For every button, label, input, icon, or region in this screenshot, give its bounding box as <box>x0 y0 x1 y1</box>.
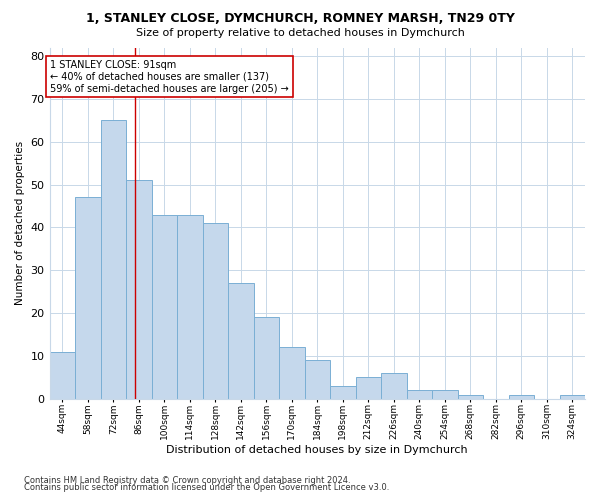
Bar <box>560 394 585 399</box>
Text: 1 STANLEY CLOSE: 91sqm
← 40% of detached houses are smaller (137)
59% of semi-de: 1 STANLEY CLOSE: 91sqm ← 40% of detached… <box>50 60 289 94</box>
Bar <box>381 373 407 399</box>
Bar <box>254 318 279 399</box>
Bar <box>330 386 356 399</box>
Text: Size of property relative to detached houses in Dymchurch: Size of property relative to detached ho… <box>136 28 464 38</box>
Bar <box>458 394 483 399</box>
X-axis label: Distribution of detached houses by size in Dymchurch: Distribution of detached houses by size … <box>166 445 468 455</box>
Bar <box>407 390 432 399</box>
Bar <box>356 378 381 399</box>
Bar <box>305 360 330 399</box>
Bar <box>228 283 254 399</box>
Y-axis label: Number of detached properties: Number of detached properties <box>15 141 25 306</box>
Text: Contains HM Land Registry data © Crown copyright and database right 2024.: Contains HM Land Registry data © Crown c… <box>24 476 350 485</box>
Bar <box>432 390 458 399</box>
Bar <box>203 223 228 399</box>
Bar <box>152 214 177 399</box>
Text: Contains public sector information licensed under the Open Government Licence v3: Contains public sector information licen… <box>24 484 389 492</box>
Bar <box>177 214 203 399</box>
Bar <box>50 352 75 399</box>
Text: 1, STANLEY CLOSE, DYMCHURCH, ROMNEY MARSH, TN29 0TY: 1, STANLEY CLOSE, DYMCHURCH, ROMNEY MARS… <box>86 12 514 26</box>
Bar <box>126 180 152 399</box>
Bar <box>101 120 126 399</box>
Bar <box>509 394 534 399</box>
Bar <box>279 348 305 399</box>
Bar <box>75 198 101 399</box>
